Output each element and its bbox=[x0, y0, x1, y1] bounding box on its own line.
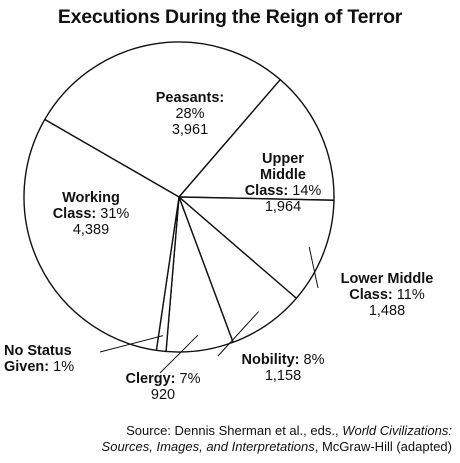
source-suffix: , McGraw-Hill (adapted) bbox=[314, 439, 452, 454]
label-lower-middle-count: 1,488 bbox=[368, 303, 406, 319]
label-nobility: Nobility: 8% 1,158 bbox=[218, 352, 348, 384]
label-clergy: Clergy: 7% 920 bbox=[108, 371, 218, 403]
label-clergy-percent: 7% bbox=[179, 371, 201, 387]
leader-clergy bbox=[159, 334, 199, 374]
slice-upper-middle-class bbox=[178, 78, 335, 201]
label-upper-middle-name-2: Middle bbox=[260, 167, 306, 183]
source-work-1: World Civilizations: bbox=[342, 423, 452, 438]
label-upper-middle-name-1: Upper bbox=[262, 151, 304, 167]
leader-no-status bbox=[99, 335, 164, 353]
label-peasants: Peasants: 28% 3,961 bbox=[135, 90, 245, 138]
slice-working-class bbox=[23, 118, 180, 352]
label-working-count: 4,389 bbox=[72, 222, 110, 238]
label-nobility-name: Nobility: bbox=[241, 352, 300, 368]
label-lower-middle: Lower Middle Class: 11% 1,488 bbox=[322, 271, 452, 319]
label-no-status: No Status Given: 1% bbox=[4, 343, 110, 375]
label-no-status-name-1: No Status bbox=[4, 343, 72, 359]
label-upper-middle-name-3: Class: bbox=[244, 183, 289, 199]
chart-title: Executions During the Reign of Terror bbox=[57, 6, 403, 28]
label-no-status-percent: 1% bbox=[53, 359, 75, 375]
label-peasants-percent: 28% bbox=[175, 106, 205, 122]
label-working: Working Class: 31% 4,389 bbox=[36, 190, 146, 238]
source-prefix: Source: Dennis Sherman et al., eds., bbox=[126, 423, 339, 438]
label-upper-middle-count: 1,964 bbox=[264, 199, 302, 215]
label-lower-middle-name-2: Class: bbox=[349, 287, 393, 303]
source-note: Source: Dennis Sherman et al., eds., Wor… bbox=[0, 423, 452, 455]
label-nobility-percent: 8% bbox=[303, 352, 325, 368]
label-peasants-name: Peasants: bbox=[155, 90, 225, 106]
label-upper-middle-percent: 14% bbox=[292, 183, 322, 199]
label-nobility-count: 1,158 bbox=[264, 368, 302, 384]
leader-nobility bbox=[217, 311, 259, 357]
label-clergy-name: Clergy: bbox=[125, 371, 176, 387]
source-work-2: Sources, Images, and Interpretations bbox=[101, 439, 315, 454]
label-clergy-count: 920 bbox=[150, 387, 176, 403]
label-lower-middle-name-1: Lower Middle bbox=[340, 271, 434, 287]
leader-lower-middle bbox=[308, 246, 319, 289]
label-working-percent: 31% bbox=[100, 206, 130, 222]
label-no-status-name-2: Given: bbox=[4, 359, 50, 375]
label-working-name-1: Working bbox=[62, 190, 120, 206]
slice-peasants bbox=[44, 41, 281, 198]
label-lower-middle-percent: 11% bbox=[396, 287, 425, 303]
label-upper-middle: Upper Middle Class: 14% 1,964 bbox=[228, 151, 338, 215]
slice-lower-middle-class bbox=[178, 196, 335, 299]
label-working-name-2: Class: bbox=[52, 206, 97, 222]
label-peasants-count: 3,961 bbox=[171, 122, 209, 138]
